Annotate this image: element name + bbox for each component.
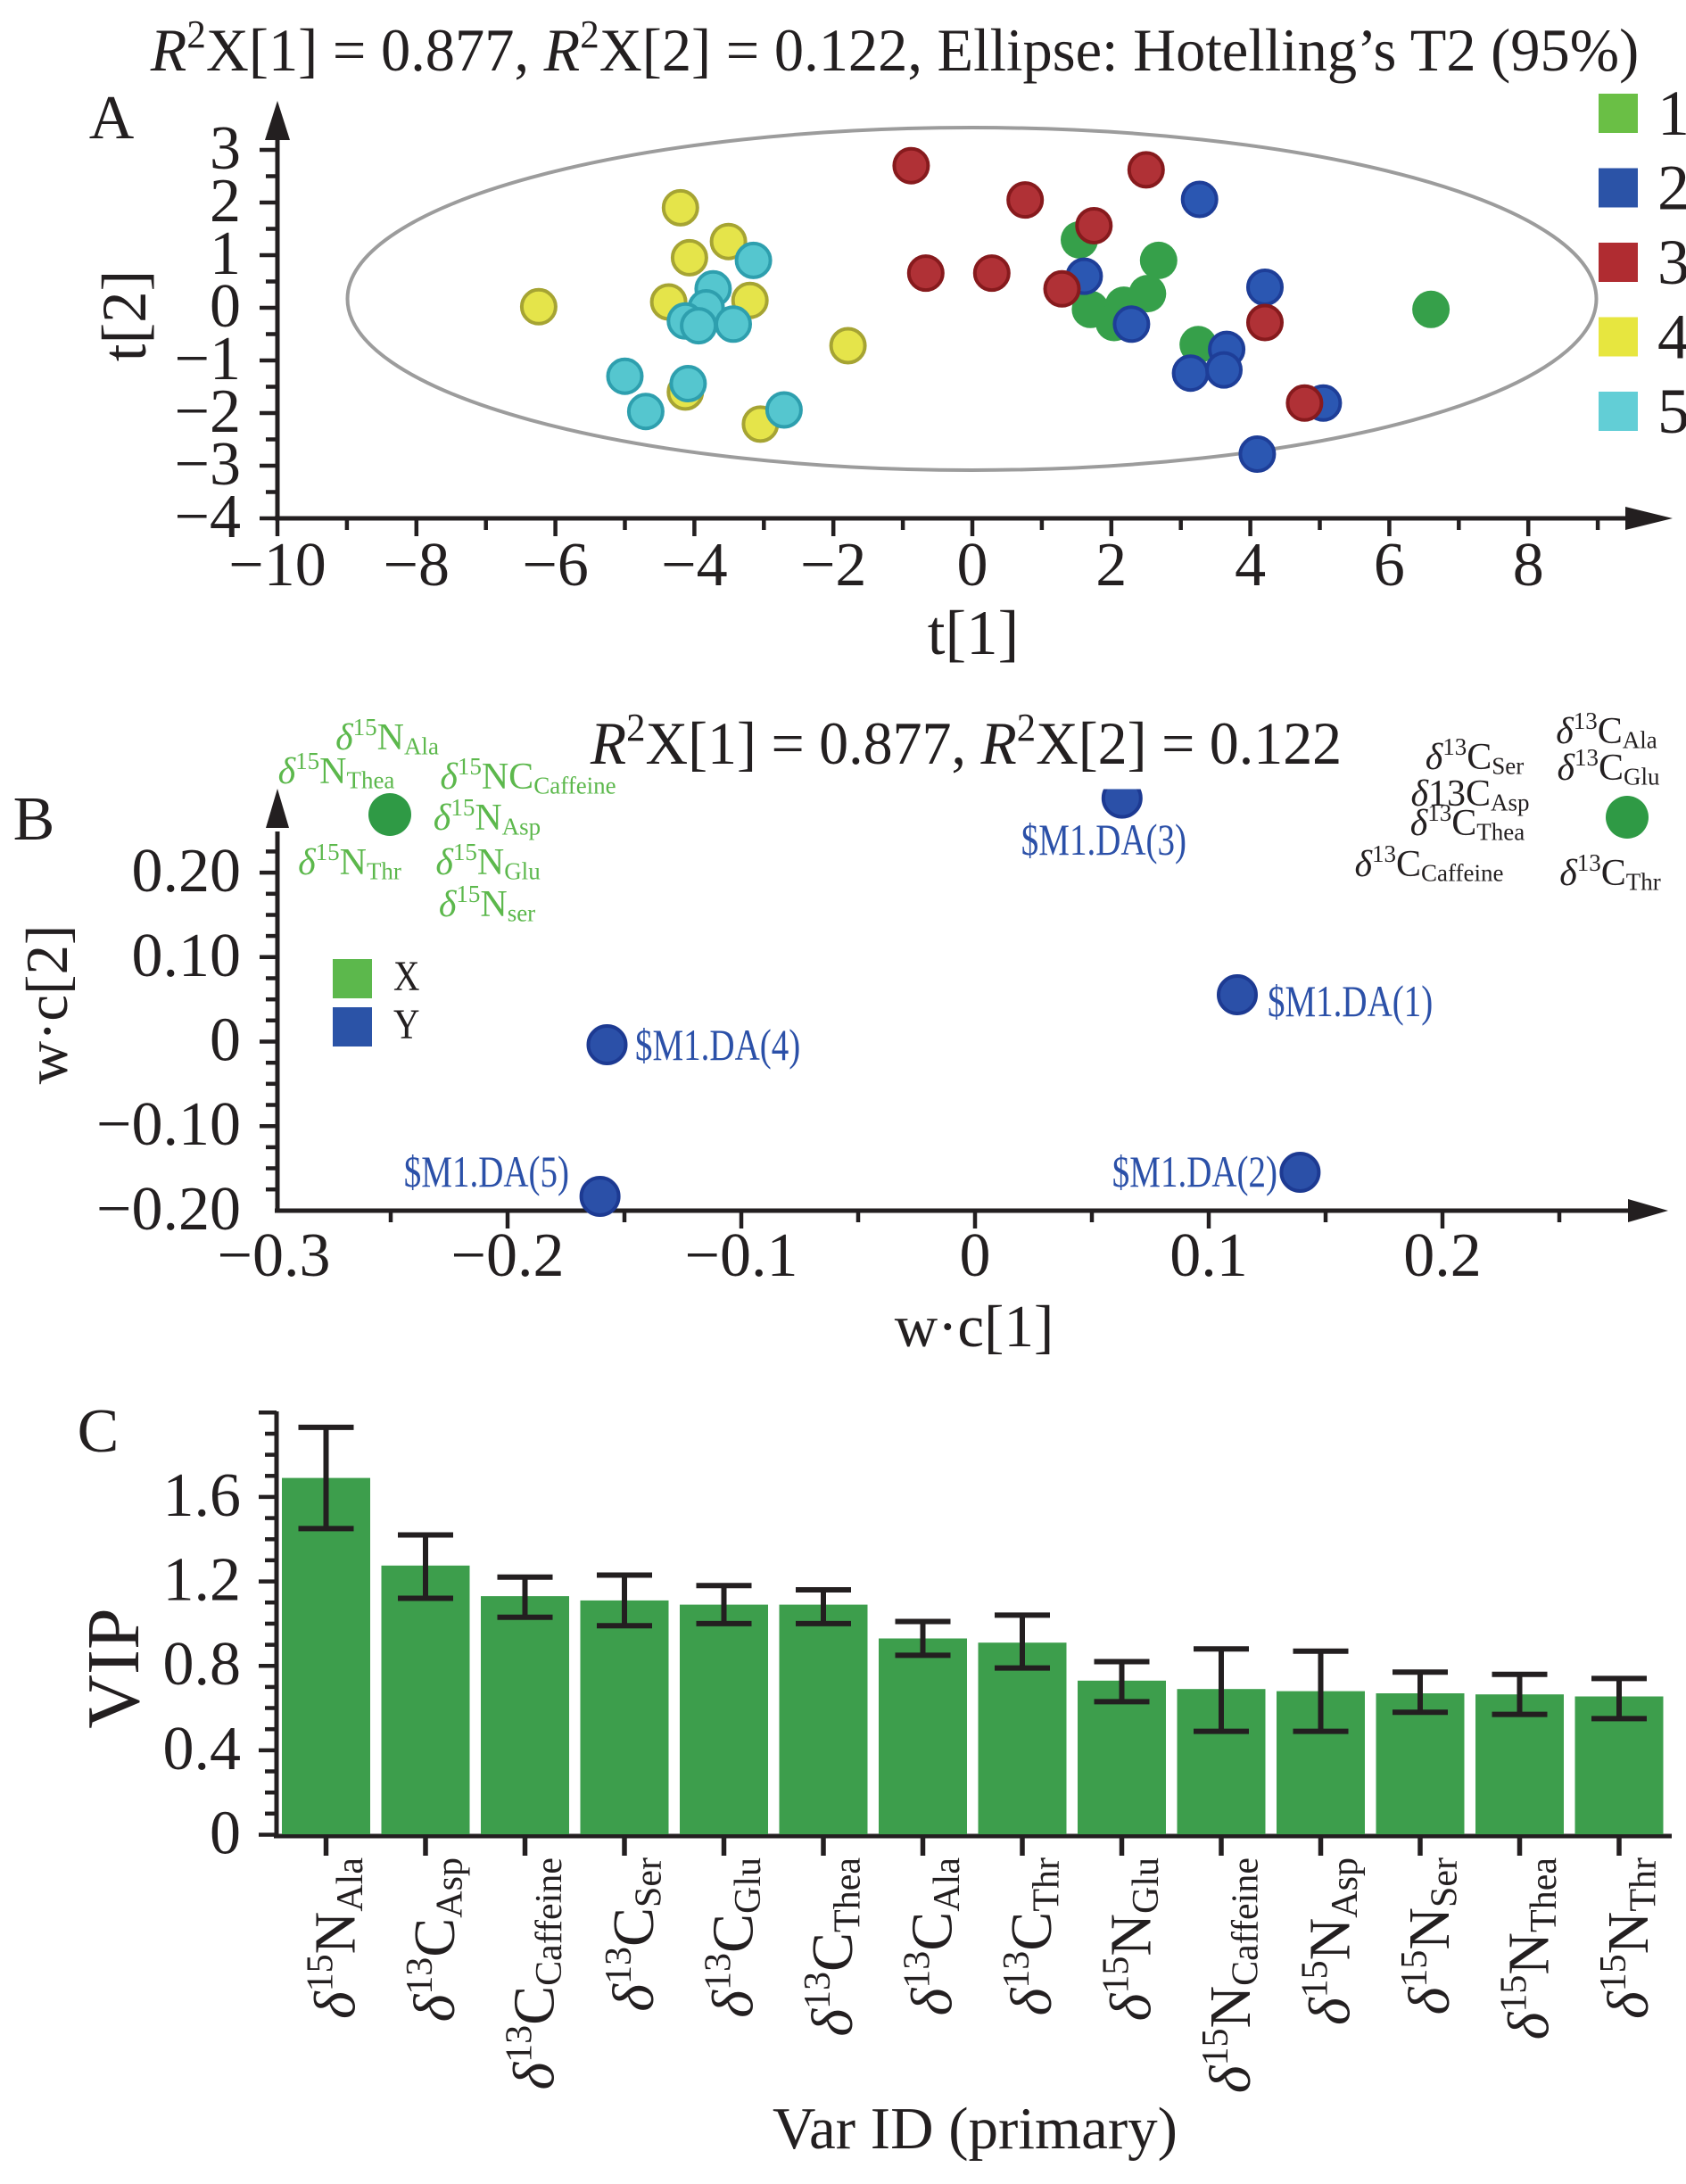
svg-text:δ15NThr: δ15NThr — [1593, 1857, 1665, 2019]
svg-text:δ15NGlu: δ15NGlu — [1095, 1857, 1167, 2021]
svg-text:−4: −4 — [175, 483, 241, 551]
svg-text:δ13CAsp: δ13CAsp — [400, 1857, 471, 2022]
svg-text:δ13CAsp: δ13CAsp — [1410, 774, 1529, 816]
svg-text:δ15Nser: δ15Nser — [439, 881, 535, 927]
svg-text:2: 2 — [1657, 153, 1686, 224]
svg-text:δ15NThea: δ15NThea — [278, 748, 395, 794]
svg-text:δ15NAla: δ15NAla — [335, 714, 439, 760]
svg-text:δ15NAsp: δ15NAsp — [1294, 1857, 1366, 2025]
svg-text:Var ID (primary): Var ID (primary) — [773, 2096, 1178, 2162]
svg-text:w·c[2]: w·c[2] — [14, 925, 80, 1085]
svg-text:−0.2: −0.2 — [451, 1221, 565, 1290]
svg-text:1.2: 1.2 — [163, 1546, 242, 1615]
svg-text:δ13CSer: δ13CSer — [599, 1857, 670, 2012]
svg-text:δ13CGlu: δ13CGlu — [1557, 744, 1660, 790]
svg-text:−4: −4 — [661, 531, 727, 600]
svg-text:δ15NCaffeine: δ15NCaffeine — [1195, 1857, 1267, 2093]
svg-text:δ13CCaffeine: δ13CCaffeine — [1354, 840, 1503, 887]
svg-text:−3: −3 — [175, 430, 241, 499]
svg-text:3: 3 — [210, 114, 241, 183]
svg-text:0.2: 0.2 — [1403, 1221, 1482, 1290]
svg-text:B: B — [13, 785, 55, 854]
svg-text:0: 0 — [210, 272, 241, 341]
svg-text:−0.3: −0.3 — [218, 1221, 331, 1290]
svg-text:$M1.DA(3): $M1.DA(3) — [1021, 815, 1186, 864]
svg-text:0.1: 0.1 — [1169, 1221, 1248, 1290]
svg-text:2: 2 — [1095, 531, 1127, 600]
svg-text:VIP: VIP — [72, 1608, 155, 1728]
svg-text:δ13CAla: δ13CAla — [1556, 707, 1657, 754]
svg-text:δ15NGlu: δ15NGlu — [435, 839, 541, 885]
svg-text:R2X[1] = 0.877, R2X[2] = 0.122: R2X[1] = 0.877, R2X[2] = 0.122, Ellipse:… — [150, 13, 1639, 84]
svg-text:$M1.DA(1): $M1.DA(1) — [1268, 976, 1433, 1026]
svg-text:δ13CThea: δ13CThea — [798, 1857, 869, 2037]
svg-text:−0.20: −0.20 — [96, 1175, 241, 1244]
svg-text:1: 1 — [1657, 78, 1686, 149]
svg-text:5: 5 — [1657, 376, 1686, 447]
svg-text:$M1.DA(5): $M1.DA(5) — [404, 1146, 569, 1196]
svg-text:Y: Y — [393, 1000, 419, 1048]
svg-text:δ15NAla: δ15NAla — [300, 1857, 371, 2019]
svg-text:0.10: 0.10 — [132, 922, 242, 990]
svg-text:$M1.DA(2): $M1.DA(2) — [1112, 1146, 1277, 1196]
svg-text:δ13CThr: δ13CThr — [1559, 849, 1661, 896]
svg-text:δ15NAsp: δ15NAsp — [434, 794, 541, 840]
svg-text:δ13CCaffeine: δ13CCaffeine — [499, 1857, 570, 2090]
svg-text:−2: −2 — [800, 531, 866, 600]
svg-text:4: 4 — [1657, 302, 1686, 373]
svg-text:0: 0 — [210, 1006, 241, 1075]
svg-text:w·c[1]: w·c[1] — [895, 1294, 1054, 1360]
svg-text:δ13CSer: δ13CSer — [1426, 733, 1525, 780]
svg-text:δ15NThr: δ15NThr — [298, 839, 401, 885]
svg-text:0.8: 0.8 — [163, 1630, 242, 1699]
svg-text:−8: −8 — [384, 531, 450, 600]
svg-text:$M1.DA(4): $M1.DA(4) — [635, 1020, 800, 1070]
svg-text:0: 0 — [957, 531, 988, 600]
svg-text:t[2]: t[2] — [90, 270, 160, 362]
svg-text:2: 2 — [210, 167, 241, 236]
svg-text:−1: −1 — [175, 325, 241, 393]
svg-text:0: 0 — [210, 1799, 241, 1868]
svg-text:0: 0 — [960, 1221, 991, 1290]
svg-text:t[1]: t[1] — [928, 599, 1020, 668]
svg-text:δ13CThea: δ13CThea — [1410, 799, 1525, 846]
svg-text:δ13CGlu: δ13CGlu — [698, 1857, 769, 2018]
svg-text:8: 8 — [1513, 531, 1544, 600]
svg-text:R2X[1] = 0.877, R2X[2] = 0.122: R2X[1] = 0.877, R2X[2] = 0.122 — [590, 707, 1342, 778]
svg-text:−10: −10 — [228, 531, 326, 600]
svg-text:δ15NCCaffeine: δ15NCCaffeine — [440, 753, 616, 799]
svg-text:3: 3 — [1657, 227, 1686, 298]
svg-text:6: 6 — [1374, 531, 1405, 600]
svg-text:C: C — [78, 1397, 120, 1466]
svg-text:δ13CThr: δ13CThr — [996, 1857, 1068, 2015]
svg-text:δ15NThea: δ15NThea — [1493, 1857, 1565, 2040]
svg-text:A: A — [89, 84, 135, 153]
svg-text:δ13CAla: δ13CAla — [897, 1857, 968, 2016]
svg-text:−2: −2 — [175, 377, 241, 446]
svg-text:−0.10: −0.10 — [96, 1090, 241, 1159]
svg-text:0.4: 0.4 — [163, 1715, 242, 1783]
svg-text:−6: −6 — [522, 531, 588, 600]
svg-text:δ15NSer: δ15NSer — [1394, 1857, 1466, 2014]
svg-text:1: 1 — [210, 219, 241, 288]
svg-text:4: 4 — [1235, 531, 1266, 600]
svg-text:−0.1: −0.1 — [685, 1221, 798, 1290]
svg-text:X: X — [393, 952, 419, 1000]
svg-text:1.6: 1.6 — [163, 1461, 242, 1530]
svg-text:0.20: 0.20 — [132, 837, 242, 906]
